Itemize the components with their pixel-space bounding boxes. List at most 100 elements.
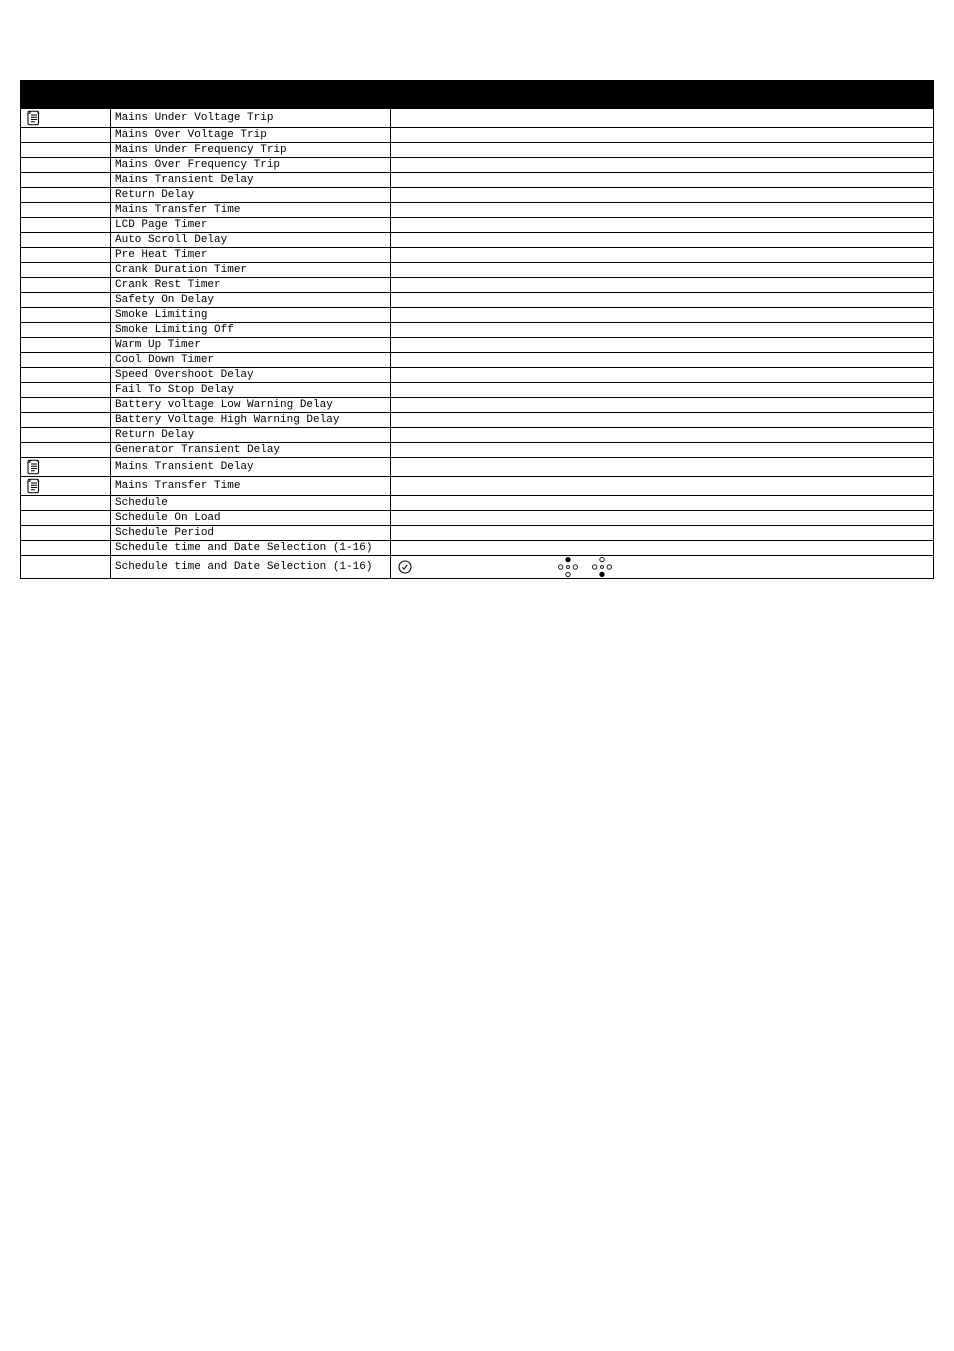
row-icon-cell bbox=[21, 511, 111, 526]
value-cell bbox=[391, 128, 934, 143]
value-cell bbox=[391, 308, 934, 323]
parameter-name: Schedule On Load bbox=[111, 511, 391, 526]
value-cell bbox=[391, 173, 934, 188]
value-cell bbox=[391, 203, 934, 218]
table-row: Battery voltage Low Warning Delay bbox=[21, 398, 934, 413]
table-row: Warm Up Timer bbox=[21, 338, 934, 353]
document-icon bbox=[25, 477, 43, 495]
parameter-name: Mains Under Voltage Trip bbox=[111, 109, 391, 128]
value-cell bbox=[391, 293, 934, 308]
value-cell bbox=[391, 278, 934, 293]
parameter-name: Smoke Limiting Off bbox=[111, 323, 391, 338]
row-icon-cell bbox=[21, 338, 111, 353]
row-icon-cell bbox=[21, 541, 111, 556]
table-row: Crank Duration Timer bbox=[21, 263, 934, 278]
parameter-name: Speed Overshoot Delay bbox=[111, 368, 391, 383]
check-circle-icon bbox=[397, 559, 413, 575]
parameter-table: Mains Under Voltage TripMains Over Volta… bbox=[20, 80, 934, 579]
table-row: Schedule time and Date Selection (1-16) bbox=[21, 556, 934, 579]
parameter-name: Crank Duration Timer bbox=[111, 263, 391, 278]
value-cell bbox=[391, 413, 934, 428]
table-row: Auto Scroll Delay bbox=[21, 233, 934, 248]
value-cell bbox=[391, 428, 934, 443]
value-cell bbox=[391, 263, 934, 278]
table-row: Mains Under Frequency Trip bbox=[21, 143, 934, 158]
row-icon-cell bbox=[21, 293, 111, 308]
table-row: Battery Voltage High Warning Delay bbox=[21, 413, 934, 428]
table-row: Crank Rest Timer bbox=[21, 278, 934, 293]
page: Mains Under Voltage TripMains Over Volta… bbox=[0, 0, 954, 599]
table-row: Mains Over Frequency Trip bbox=[21, 158, 934, 173]
value-cell bbox=[391, 526, 934, 541]
parameter-name: Cool Down Timer bbox=[111, 353, 391, 368]
table-row: Generator Transient Delay bbox=[21, 443, 934, 458]
row-icon-cell bbox=[21, 398, 111, 413]
table-row: Return Delay bbox=[21, 428, 934, 443]
row-icon-cell bbox=[21, 158, 111, 173]
parameter-name: Battery Voltage High Warning Delay bbox=[111, 413, 391, 428]
parameter-name: Schedule bbox=[111, 496, 391, 511]
row-icon-cell bbox=[21, 413, 111, 428]
value-cell bbox=[391, 143, 934, 158]
parameter-name: Pre Heat Timer bbox=[111, 248, 391, 263]
table-row: Smoke Limiting bbox=[21, 308, 934, 323]
row-icon-cell bbox=[21, 496, 111, 511]
parameter-name: Schedule Period bbox=[111, 526, 391, 541]
parameter-name: Safety On Delay bbox=[111, 293, 391, 308]
value-cell bbox=[391, 443, 934, 458]
value-cell bbox=[391, 158, 934, 173]
table-row: Schedule bbox=[21, 496, 934, 511]
row-icon-cell bbox=[21, 278, 111, 293]
parameter-name: Mains Transfer Time bbox=[111, 203, 391, 218]
value-cell bbox=[391, 477, 934, 496]
value-cell bbox=[391, 323, 934, 338]
parameter-name: Return Delay bbox=[111, 428, 391, 443]
row-icon-cell bbox=[21, 203, 111, 218]
parameter-name: Smoke Limiting bbox=[111, 308, 391, 323]
table-row: Fail To Stop Delay bbox=[21, 383, 934, 398]
parameter-name: Fail To Stop Delay bbox=[111, 383, 391, 398]
table-row: LCD Page Timer bbox=[21, 218, 934, 233]
row-icon-cell bbox=[21, 323, 111, 338]
parameter-name: Mains Over Frequency Trip bbox=[111, 158, 391, 173]
row-icon-cell bbox=[21, 173, 111, 188]
value-cell bbox=[391, 511, 934, 526]
row-icon-cell bbox=[21, 556, 111, 579]
row-icon-cell bbox=[21, 526, 111, 541]
parameter-name: LCD Page Timer bbox=[111, 218, 391, 233]
row-icon-cell bbox=[21, 109, 111, 128]
row-icon-cell bbox=[21, 143, 111, 158]
table-row: Safety On Delay bbox=[21, 293, 934, 308]
row-icon-cell bbox=[21, 443, 111, 458]
row-icon-cell bbox=[21, 458, 111, 477]
value-cell bbox=[391, 353, 934, 368]
header-cell bbox=[21, 81, 111, 109]
table-row: Schedule time and Date Selection (1-16) bbox=[21, 541, 934, 556]
parameter-name: Generator Transient Delay bbox=[111, 443, 391, 458]
value-cell bbox=[391, 338, 934, 353]
row-icon-cell bbox=[21, 128, 111, 143]
value-cell bbox=[391, 109, 934, 128]
value-cell bbox=[391, 398, 934, 413]
table-row: Pre Heat Timer bbox=[21, 248, 934, 263]
parameter-name: Schedule time and Date Selection (1-16) bbox=[111, 556, 391, 579]
table-row: Mains Transient Delay bbox=[21, 173, 934, 188]
parameter-name: Battery voltage Low Warning Delay bbox=[111, 398, 391, 413]
table-row: Mains Under Voltage Trip bbox=[21, 109, 934, 128]
parameter-name: Mains Transient Delay bbox=[111, 173, 391, 188]
parameter-name: Mains Under Frequency Trip bbox=[111, 143, 391, 158]
row-icon-cell bbox=[21, 308, 111, 323]
parameter-name: Return Delay bbox=[111, 188, 391, 203]
value-cell bbox=[391, 556, 934, 579]
table-header-row bbox=[21, 81, 934, 109]
value-cell bbox=[391, 188, 934, 203]
value-cell bbox=[391, 383, 934, 398]
table-row: Schedule On Load bbox=[21, 511, 934, 526]
row-icon-cell bbox=[21, 248, 111, 263]
row-icon-cell bbox=[21, 233, 111, 248]
row-icon-cell bbox=[21, 368, 111, 383]
value-cell bbox=[391, 233, 934, 248]
value-cell bbox=[391, 496, 934, 511]
value-cell bbox=[391, 368, 934, 383]
value-cell bbox=[391, 248, 934, 263]
